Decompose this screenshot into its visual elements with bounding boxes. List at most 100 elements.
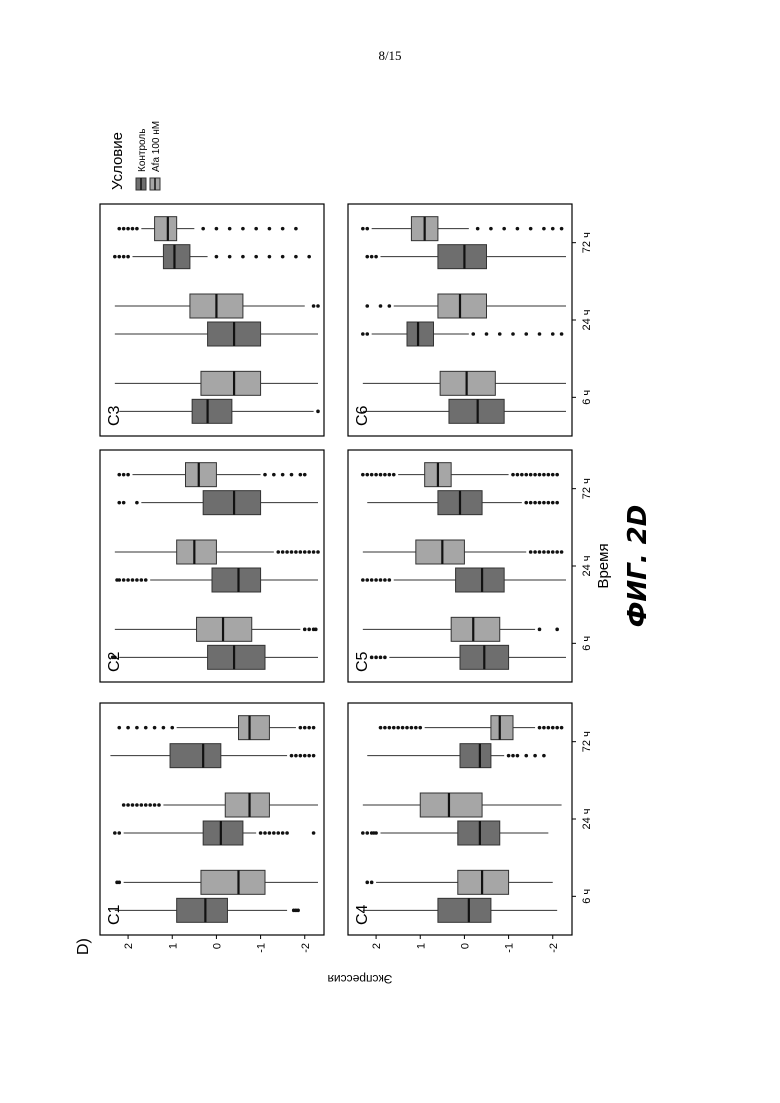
panel-label: C6	[354, 405, 371, 426]
outlier-point	[533, 754, 537, 758]
x-tick-label: 72 ч	[581, 478, 593, 499]
outlier-point	[303, 628, 307, 632]
outlier-point	[560, 332, 564, 336]
y-tick-label: 2	[371, 943, 383, 949]
outlier-point	[511, 332, 515, 336]
y-axis-label: Экспрессия	[327, 972, 392, 986]
outlier-point	[148, 803, 152, 807]
outlier-point	[542, 473, 546, 477]
outlier-point	[388, 473, 392, 477]
outlier-point	[538, 628, 542, 632]
outlier-point	[303, 550, 307, 554]
legend-title: Условие	[109, 132, 126, 190]
rotated-figure: C1210-1-2C2C3C4210-1-26 ч24 ч72 чC56 ч24…	[75, 121, 653, 986]
outlier-point	[285, 550, 289, 554]
outlier-point	[551, 227, 555, 231]
box-iqr	[239, 716, 270, 740]
box-iqr	[203, 821, 243, 845]
outlier-point	[117, 831, 121, 835]
outlier-point	[201, 227, 205, 231]
outlier-point	[374, 255, 378, 259]
outlier-point	[370, 578, 374, 582]
outlier-point	[507, 754, 511, 758]
outlier-point	[551, 726, 555, 730]
outlier-point	[529, 227, 533, 231]
x-axis-label: Время	[595, 543, 612, 588]
box-iqr	[440, 371, 495, 395]
outlier-point	[365, 881, 369, 885]
outlier-point	[122, 803, 126, 807]
outlier-point	[117, 501, 121, 505]
outlier-point	[547, 501, 551, 505]
outlier-point	[370, 255, 374, 259]
outlier-point	[511, 473, 515, 477]
outlier-point	[410, 726, 414, 730]
outlier-point	[303, 726, 307, 730]
outlier-point	[560, 550, 564, 554]
outlier-point	[135, 501, 139, 505]
outlier-point	[117, 726, 121, 730]
outlier-point	[294, 255, 298, 259]
outlier-point	[542, 754, 546, 758]
outlier-point	[560, 227, 564, 231]
panel-label: C3	[106, 405, 123, 426]
outlier-point	[485, 332, 489, 336]
outlier-point	[538, 332, 542, 336]
legend-label: Контроль	[137, 129, 148, 172]
box-iqr	[460, 744, 491, 768]
y-tick-label: -1	[256, 943, 268, 953]
outlier-point	[135, 726, 139, 730]
outlier-point	[241, 255, 245, 259]
outlier-point	[299, 473, 303, 477]
outlier-point	[170, 726, 174, 730]
outlier-point	[281, 227, 285, 231]
outlier-point	[281, 550, 285, 554]
outlier-point	[299, 754, 303, 758]
panel-label: C4	[354, 904, 371, 925]
outlier-point	[290, 473, 294, 477]
outlier-point	[365, 227, 369, 231]
outlier-point	[228, 255, 232, 259]
panel-c1: C1	[100, 703, 324, 935]
outlier-point	[542, 501, 546, 505]
outlier-point	[263, 473, 267, 477]
box-iqr	[201, 870, 265, 894]
outlier-point	[555, 501, 559, 505]
outlier-point	[307, 726, 311, 730]
outlier-point	[268, 255, 272, 259]
box-iqr	[438, 294, 487, 318]
outlier-point	[365, 255, 369, 259]
outlier-point	[312, 550, 316, 554]
outlier-point	[228, 227, 232, 231]
outlier-point	[383, 656, 387, 660]
outlier-point	[316, 550, 320, 554]
outlier-point	[117, 473, 121, 477]
box-iqr	[170, 744, 221, 768]
outlier-point	[361, 578, 365, 582]
outlier-point	[365, 332, 369, 336]
outlier-point	[414, 726, 418, 730]
box-iqr	[416, 540, 465, 564]
outlier-point	[135, 227, 139, 231]
outlier-point	[516, 754, 520, 758]
outlier-point	[365, 831, 369, 835]
box-iqr	[163, 245, 190, 269]
outlier-point	[294, 754, 298, 758]
outlier-point	[263, 831, 267, 835]
outlier-point	[547, 726, 551, 730]
outlier-point	[162, 726, 166, 730]
outlier-point	[533, 473, 537, 477]
outlier-point	[361, 227, 365, 231]
outlier-point	[131, 227, 135, 231]
x-tick-label: 6 ч	[581, 390, 593, 405]
panel-label: C5	[354, 651, 371, 672]
x-tick-label: 24 ч	[581, 309, 593, 330]
outlier-point	[316, 410, 320, 414]
outlier-point	[383, 726, 387, 730]
box-iqr	[458, 870, 509, 894]
panel-letter: D)	[75, 938, 92, 955]
box-iqr	[407, 322, 434, 346]
y-tick-label: -2	[300, 943, 312, 953]
outlier-point	[361, 332, 365, 336]
outlier-point	[115, 881, 119, 885]
